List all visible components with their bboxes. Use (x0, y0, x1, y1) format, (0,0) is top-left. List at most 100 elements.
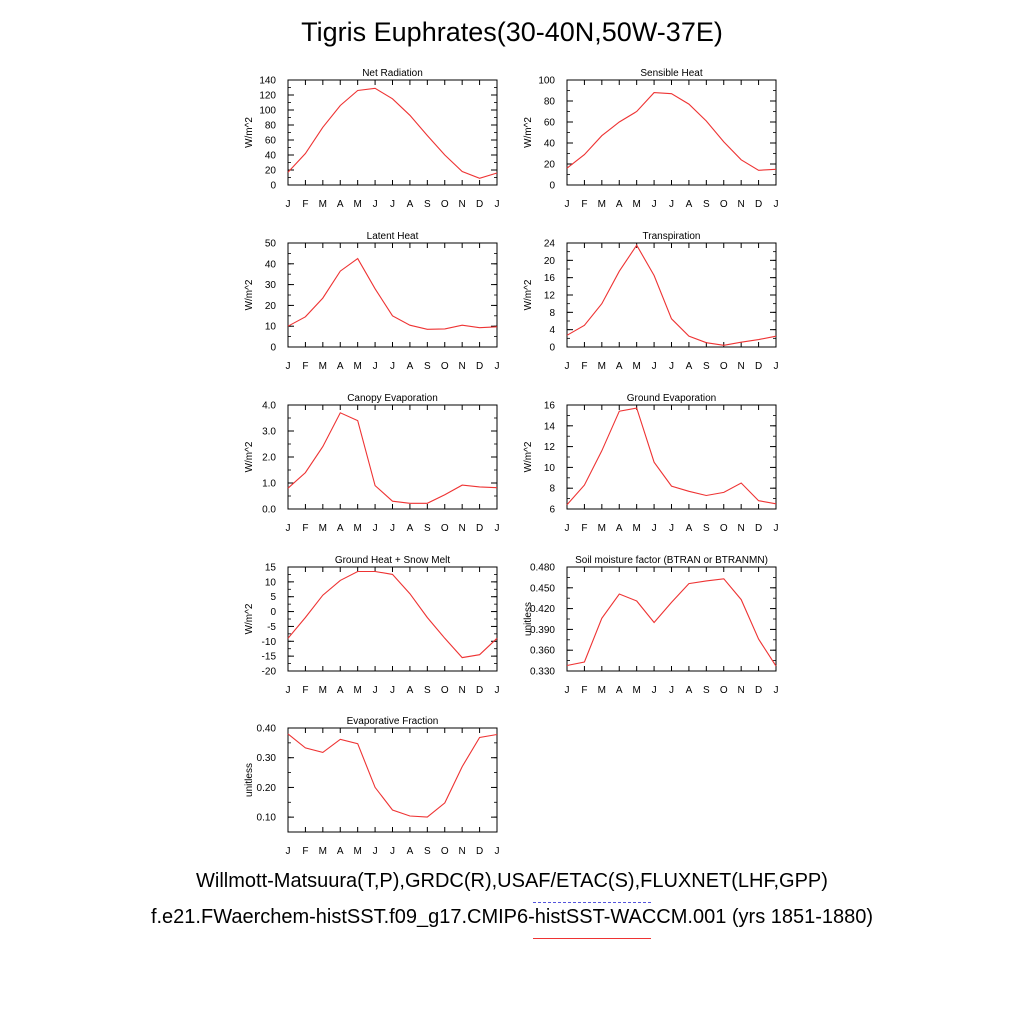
chart-title: Canopy Evaporation (347, 393, 438, 404)
x-tick-label: A (686, 685, 693, 696)
y-tick-label: 30 (265, 280, 277, 291)
x-tick-label: J (373, 685, 378, 696)
x-tick-label: J (495, 523, 500, 534)
y-tick-label: 14 (544, 421, 556, 432)
y-axis-label: W/m^2 (244, 603, 255, 634)
x-tick-label: M (353, 523, 361, 534)
x-tick-label: J (774, 361, 779, 372)
y-tick-label: 40 (265, 259, 277, 270)
x-tick-label: N (459, 523, 466, 534)
x-tick-label: J (286, 523, 291, 534)
x-tick-label: S (424, 846, 431, 857)
x-tick-label: S (424, 199, 431, 210)
series-line (287, 257, 498, 330)
y-tick-label: 0 (549, 343, 555, 354)
x-tick-label: O (720, 361, 728, 372)
y-tick-label: 15 (265, 563, 277, 574)
y-tick-label: 60 (265, 136, 277, 147)
x-tick-label: F (302, 523, 308, 534)
x-tick-label: J (495, 685, 500, 696)
y-tick-label: 100 (538, 76, 555, 87)
x-tick-label: J (373, 199, 378, 210)
y-tick-label: 20 (265, 166, 277, 177)
x-tick-label: A (616, 685, 623, 696)
x-tick-label: D (476, 685, 483, 696)
x-tick-label: N (459, 199, 466, 210)
y-tick-label: 0 (270, 607, 276, 618)
y-tick-label: 0.450 (530, 583, 555, 594)
plot-frame (287, 566, 498, 672)
x-tick-label: S (703, 199, 710, 210)
y-tick-label: 24 (544, 239, 556, 250)
x-tick-label: S (424, 685, 431, 696)
y-tick-label: -10 (262, 637, 277, 648)
x-tick-label: O (720, 199, 728, 210)
x-tick-label: J (669, 199, 674, 210)
y-tick-label: 0.20 (257, 783, 277, 794)
x-tick-label: F (302, 361, 308, 372)
plot-frame (287, 404, 498, 510)
x-tick-label: O (441, 523, 449, 534)
x-tick-label: J (652, 523, 657, 534)
x-tick-label: J (373, 846, 378, 857)
x-tick-label: J (669, 523, 674, 534)
x-tick-label: A (616, 199, 623, 210)
y-axis-label: W/m^2 (244, 117, 255, 148)
y-tick-label: 0.10 (257, 813, 277, 824)
x-tick-label: M (598, 199, 606, 210)
x-tick-label: D (476, 846, 483, 857)
y-tick-label: 20 (544, 160, 556, 171)
x-tick-label: J (390, 523, 395, 534)
x-tick-label: A (686, 361, 693, 372)
chart-title: Ground Evaporation (627, 393, 717, 404)
y-tick-label: 120 (259, 91, 276, 102)
x-tick-label: D (476, 361, 483, 372)
x-tick-label: D (755, 523, 762, 534)
x-tick-label: J (565, 523, 570, 534)
series-line (566, 244, 777, 346)
x-tick-label: O (720, 523, 728, 534)
chart-title: Net Radiation (362, 68, 423, 79)
series-line (287, 733, 498, 818)
page-title: Tigris Euphrates(30-40N,50W-37E) (301, 17, 723, 47)
plot-frame (566, 79, 777, 186)
y-tick-label: 12 (544, 291, 556, 302)
y-tick-label: 100 (259, 106, 276, 117)
x-tick-label: J (390, 361, 395, 372)
y-tick-label: 5 (270, 592, 276, 603)
x-tick-label: A (407, 199, 414, 210)
y-axis-label: W/m^2 (244, 441, 255, 472)
x-tick-label: J (669, 361, 674, 372)
chart-panel: Soil moisture factor (BTRAN or BTRANMN) u… (523, 555, 779, 696)
x-tick-label: S (424, 523, 431, 534)
x-tick-label: D (755, 361, 762, 372)
y-tick-label: 0.480 (530, 563, 555, 574)
x-tick-label: N (459, 846, 466, 857)
y-tick-label: 0 (549, 181, 555, 192)
x-tick-label: A (616, 361, 623, 372)
y-tick-label: 6 (549, 505, 555, 516)
x-tick-label: N (738, 685, 745, 696)
y-tick-label: 2.0 (262, 453, 276, 464)
plot-frame (566, 566, 777, 672)
x-tick-label: M (353, 361, 361, 372)
y-axis-label: W/m^2 (523, 279, 534, 310)
x-tick-label: A (337, 685, 344, 696)
x-tick-label: M (319, 361, 327, 372)
x-tick-label: S (703, 523, 710, 534)
x-tick-label: A (686, 523, 693, 534)
x-tick-label: M (319, 846, 327, 857)
x-tick-label: J (774, 523, 779, 534)
y-axis-label: unitless (244, 763, 255, 797)
x-tick-label: M (353, 685, 361, 696)
x-tick-label: D (755, 199, 762, 210)
x-tick-label: A (337, 523, 344, 534)
y-tick-label: 20 (544, 256, 556, 267)
x-tick-label: A (407, 523, 414, 534)
x-tick-label: J (565, 199, 570, 210)
x-tick-label: J (774, 685, 779, 696)
